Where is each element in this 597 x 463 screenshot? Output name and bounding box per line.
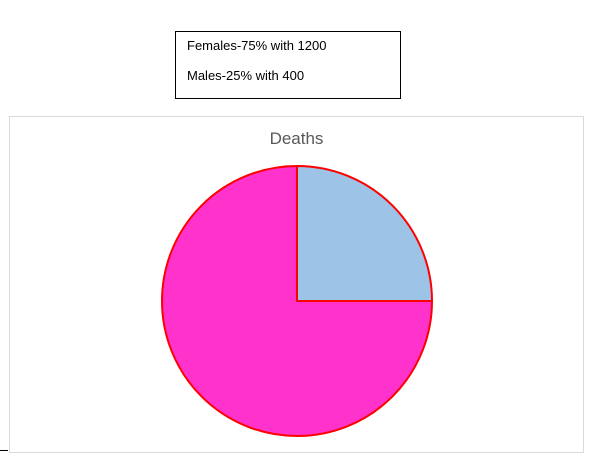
pie-slice-females bbox=[161, 164, 434, 437]
pie-slice-males bbox=[296, 164, 434, 302]
annotation-textbox: Females-75% with 1200 Males-25% with 400 bbox=[175, 31, 401, 99]
annotation-line-females: Females-75% with 1200 bbox=[187, 38, 327, 53]
annotation-line-males: Males-25% with 400 bbox=[187, 68, 305, 83]
chart-area: Deaths bbox=[9, 116, 584, 453]
pie-chart bbox=[161, 164, 434, 437]
corner-mark bbox=[0, 450, 8, 451]
chart-title: Deaths bbox=[269, 129, 324, 148]
